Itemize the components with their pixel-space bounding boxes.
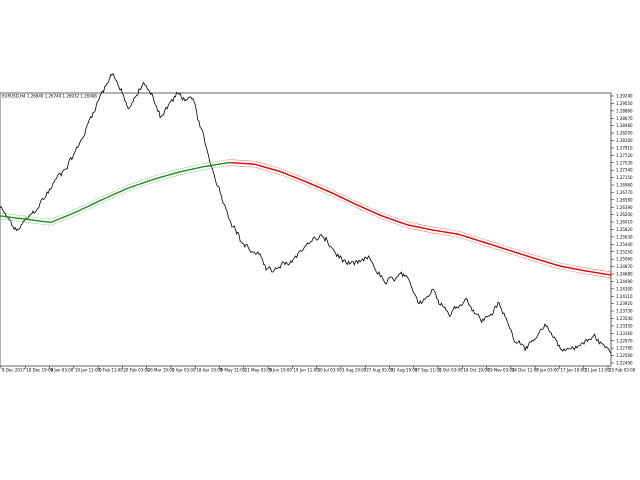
y-tick-label: 1.28480 (616, 123, 633, 128)
ma-rising-upper-band (0, 159, 231, 220)
x-tick-label: 8 Jan 03:00 (51, 368, 74, 373)
y-tick-label: 1.27150 (616, 175, 633, 180)
x-tick-label: 19 Jun 11:00 (293, 368, 319, 373)
y-tick-label: 1.26960 (616, 183, 633, 188)
y-tick-label: 1.27530 (616, 160, 633, 165)
y-tick-label: 1.25820 (616, 227, 633, 232)
y-tick-label: 1.23540 (616, 316, 633, 321)
x-tick-label: 9 Feb 11:00 (99, 368, 123, 373)
y-tick-label: 1.22970 (616, 338, 633, 343)
x-tick-label: 15 Feb 03:00 (609, 368, 636, 373)
ma-rising-line (0, 161, 231, 223)
price-series (0, 72, 612, 354)
y-tick-label: 1.27720 (616, 153, 633, 158)
x-tick-label: 2 Oct 03:00 (439, 368, 463, 373)
x-tick-label: 20 Feb 03:00 (123, 368, 150, 373)
ma-falling-upper-band (230, 159, 612, 273)
x-tick-label: 26 Mar 19:00 (148, 368, 175, 373)
y-tick-label: 1.29240 (616, 94, 633, 99)
y-tick-label: 1.29050 (616, 101, 633, 106)
x-tick-label: 3 Jan 03:00 (536, 368, 559, 373)
y-tick-label: 1.27340 (616, 168, 633, 173)
ma-falling-line (230, 161, 612, 276)
y-tick-label: 1.22780 (616, 346, 633, 351)
y-tick-label: 1.22490 (616, 361, 633, 366)
y-tick-label: 1.28670 (616, 116, 633, 121)
x-tick-label: 8 Dec 2017 (2, 368, 25, 373)
y-tick-label: 1.26200 (616, 212, 633, 217)
y-tick-label: 1.25630 (616, 234, 633, 239)
y-tick-label: 1.24490 (616, 279, 633, 284)
price-axis: 1.29240 1.29050 1.28860 1.28670 1.28480 1.282… (611, 94, 633, 366)
y-tick-label: 1.22590 (616, 353, 633, 358)
chart-header: EURUSD,H4 1.26949 1.26740 1.26932 1.2690… (2, 94, 97, 99)
x-tick-label: 18 Apr 19:00 (196, 368, 223, 373)
price-line (0, 72, 612, 354)
y-tick-label: 1.26390 (616, 205, 633, 210)
x-tick-label: 9 May 11:00 (221, 368, 246, 373)
x-tick-label: 18 Dec 19:00 (26, 368, 53, 373)
x-tick-label: 30 Jul 03:00 (318, 368, 342, 373)
ma-falling-lower-band (230, 165, 612, 279)
x-tick-label: 16 Oct 19:00 (463, 368, 490, 373)
x-tick-label: 29 Nov 03:00 (488, 368, 515, 373)
x-tick-label: 17 Jan 19:00 (560, 368, 586, 373)
x-tick-label: 21 May 03:00 (245, 368, 273, 373)
x-tick-label: 19 Jan 11:00 (75, 368, 101, 373)
chart-frame (0, 92, 612, 367)
x-tick-label: 5 Jun 19:00 (269, 368, 292, 373)
moving-average-series (0, 159, 612, 279)
y-tick-label: 1.23350 (616, 323, 633, 328)
x-tick-label: 27 Aug 03:00 (366, 368, 393, 373)
y-tick-label: 1.24680 (616, 272, 633, 277)
y-tick-label: 1.25060 (616, 257, 633, 262)
y-tick-label: 1.26580 (616, 197, 633, 202)
ma-rising-lower-band (0, 165, 231, 226)
x-tick-label: 3 Apr 03:00 (172, 368, 196, 373)
y-tick-label: 1.26770 (616, 190, 633, 195)
y-tick-label: 1.24300 (616, 286, 633, 291)
y-tick-label: 1.28100 (616, 138, 633, 143)
y-tick-label: 1.28860 (616, 108, 633, 113)
x-tick-label: 14 Dec 11:00 (512, 368, 539, 373)
x-tick-label: 31 Aug 19:00 (390, 368, 417, 373)
x-tick-label: 3 Aug 19:00 (342, 368, 367, 373)
y-tick-label: 1.26010 (616, 220, 633, 225)
y-tick-label: 1.23160 (616, 331, 633, 336)
x-tick-label: 31 Jan 11:00 (585, 368, 611, 373)
y-tick-label: 1.27910 (616, 145, 633, 150)
y-tick-label: 1.24870 (616, 264, 633, 269)
y-tick-label: 1.25250 (616, 249, 633, 254)
y-tick-label: 1.24110 (616, 294, 633, 299)
time-axis: 8 Dec 2017 18 Dec 19:008 Jan 03:00 19 Jan … (0, 366, 636, 373)
y-tick-label: 1.25440 (616, 242, 633, 247)
y-tick-label: 1.23730 (616, 309, 633, 314)
y-tick-label: 1.23920 (616, 301, 633, 306)
y-tick-label: 1.28290 (616, 131, 633, 136)
x-tick-label: 17 Sep 11:00 (415, 368, 442, 373)
